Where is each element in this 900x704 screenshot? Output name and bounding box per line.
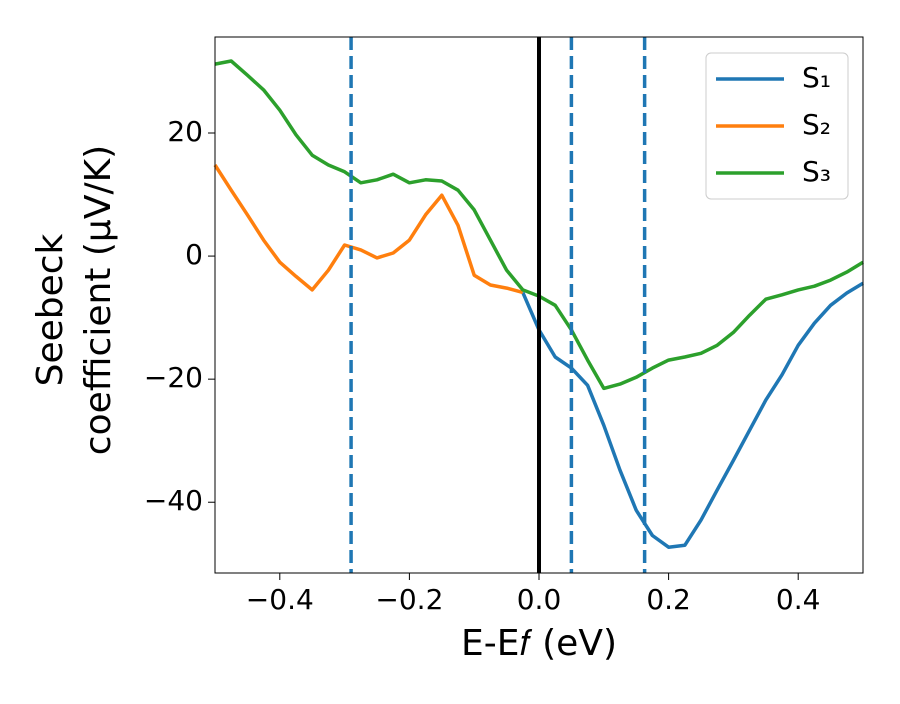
legend-label: S₁ xyxy=(802,61,831,94)
y-tick-label: −40 xyxy=(144,484,203,517)
legend-label: S₃ xyxy=(802,155,831,188)
x-axis-label: E-E𝑓 (eV) xyxy=(461,623,617,664)
x-tick-label: −0.4 xyxy=(246,583,314,616)
plot-frame xyxy=(214,36,864,574)
x-tick-label: 0.4 xyxy=(776,583,821,616)
series-line xyxy=(521,281,864,549)
y-axis-label: Seebeck xyxy=(30,233,71,386)
x-tick-label: 0.0 xyxy=(517,583,562,616)
y-tick-label: −20 xyxy=(144,361,203,394)
legend-label: S₂ xyxy=(802,108,831,141)
x-tick-label: −0.2 xyxy=(375,583,443,616)
series-line xyxy=(213,164,524,295)
y-tick-label: 0 xyxy=(185,238,203,271)
y-axis-label: coefficient (μV/K) xyxy=(78,145,119,455)
x-tick-label: 0.2 xyxy=(646,583,691,616)
legend: S₁ S₂ S₃ xyxy=(705,52,849,200)
y-tick-label: 20 xyxy=(167,115,203,148)
